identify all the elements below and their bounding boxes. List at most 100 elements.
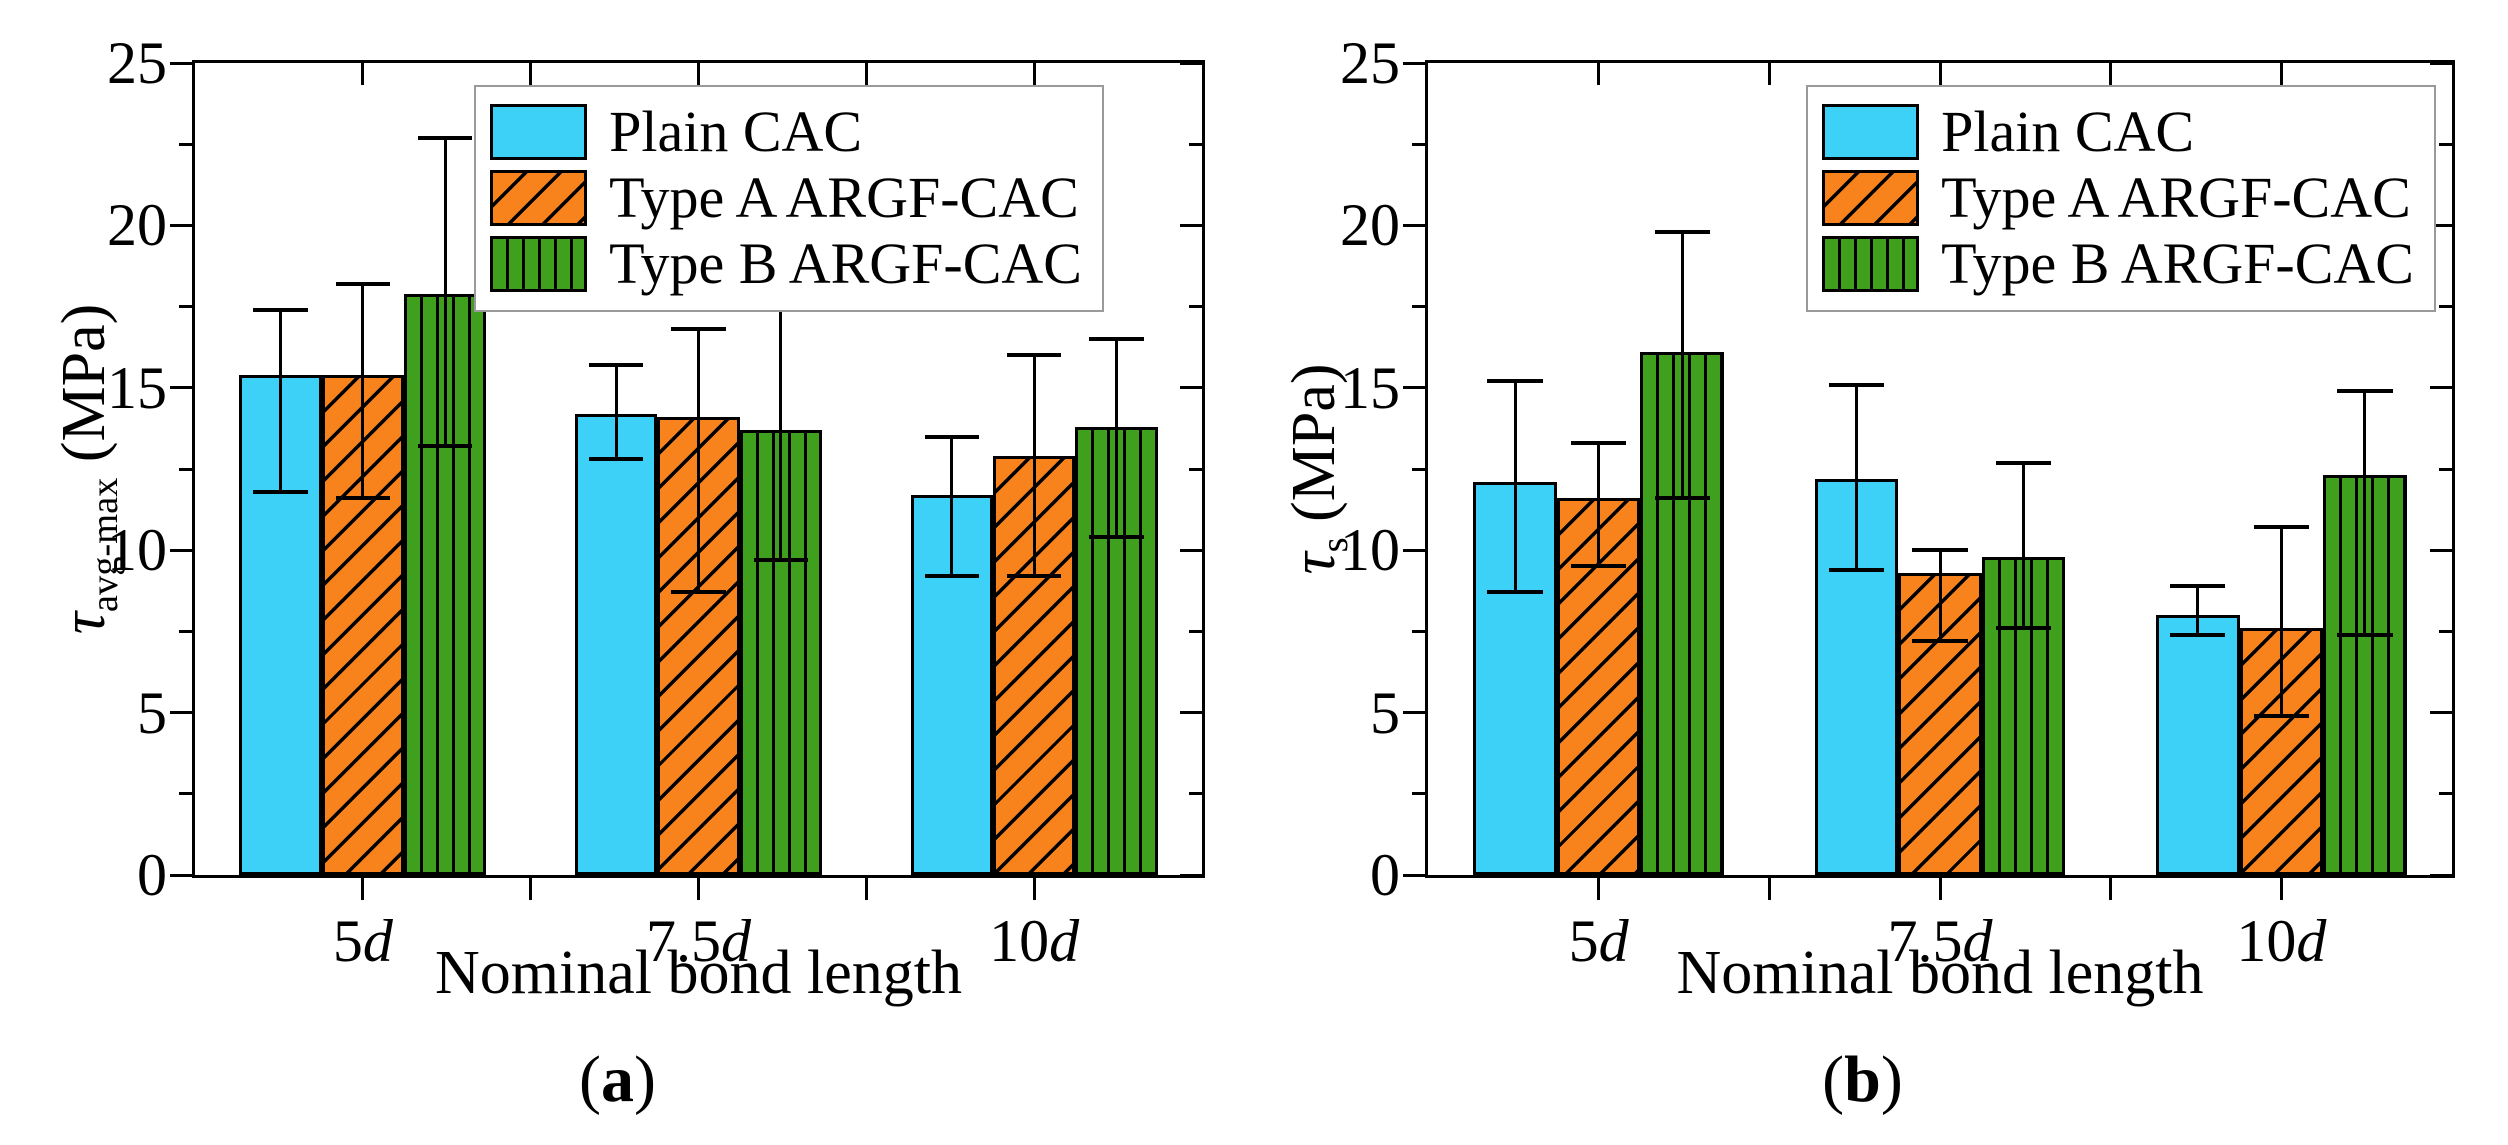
errorbar-type-b-argf-cac-10d-cap-top — [2337, 389, 2393, 394]
y-axis-tick-left-15 — [170, 386, 192, 390]
errorbar-type-b-argf-cac-5d-cap-bottom — [417, 444, 473, 449]
y-axis-tick-left-25 — [170, 61, 192, 65]
errorbar-type-b-argf-cac-10d-cap-top — [1089, 337, 1144, 342]
y-axis-tick-right-20 — [2430, 223, 2452, 227]
x-category-label-5d: 5d — [1568, 908, 1629, 974]
y-axis-tick-right-22.5 — [2439, 142, 2452, 146]
legend-label-type-a-argf-cac: Type A ARGF-CAC — [609, 164, 1079, 230]
errorbar-type-b-argf-cac-7-5d-cap-top — [1996, 460, 2052, 465]
x-tick-boundary-2-bottom — [864, 878, 868, 900]
bar-plain-cac-10d — [2155, 615, 2240, 875]
x-tick-7-5d-top — [697, 63, 700, 85]
errorbar-type-a-argf-cac-7-5d-cap-bottom — [1912, 639, 1968, 644]
errorbar-plain-cac-10d-cap-bottom — [924, 574, 980, 579]
y-axis-tick-right-5 — [1180, 711, 1202, 715]
y-axis-tick-left-12.5 — [1412, 467, 1425, 471]
y-axis-tick-right-7.5 — [2439, 629, 2452, 633]
y-axis-tick-left-5 — [1403, 711, 1425, 715]
x-tick-10d-bottom — [1032, 878, 1036, 900]
x-tick-7-5d-bottom — [697, 878, 700, 900]
y-tick-label-25: 25 — [1340, 30, 1400, 96]
errorbar-type-a-argf-cac-7-5d-cap-bottom — [671, 590, 726, 595]
errorbar-plain-cac-5d-cap-bottom — [1487, 590, 1543, 595]
errorbar-type-b-argf-cac-7-5d-line — [2022, 462, 2026, 629]
x-tick-10d-top — [2279, 63, 2283, 85]
x-tick-boundary-2-bottom — [2109, 878, 2113, 900]
y-axis-tick-right-12.5 — [2439, 467, 2452, 471]
y-axis-tick-left-15 — [1403, 386, 1425, 390]
y-axis-tick-left-22.5 — [1412, 142, 1425, 146]
legend-item-type-b-argf-cac: Type B ARGF-CAC — [1822, 233, 2414, 295]
x-axis-title-b: Nominal bond length — [1676, 939, 2204, 1007]
errorbar-type-a-argf-cac-10d-cap-bottom — [1007, 574, 1062, 579]
x-tick-7-5d-bottom — [1938, 878, 1942, 900]
x-tick-boundary-1-bottom — [1767, 878, 1771, 900]
legend-item-type-a-argf-cac: Type A ARGF-CAC — [1822, 167, 2414, 229]
y-axis-tick-left-12.5 — [179, 467, 192, 471]
y-axis-tick-left-7.5 — [179, 629, 192, 633]
y-axis-tick-left-10 — [1403, 548, 1425, 552]
y-axis-tick-right-2.5 — [2439, 792, 2452, 796]
errorbar-type-a-argf-cac-7-5d-cap-top — [671, 327, 726, 332]
errorbar-type-a-argf-cac-5d-cap-top — [1571, 441, 1627, 446]
errorbar-plain-cac-5d-cap-top — [253, 307, 308, 312]
y-tick-label-10: 10 — [1340, 517, 1400, 584]
x-category-label-10d: 10d — [989, 908, 1080, 974]
plot-area-a: Plain CAC Type A ARGF-CAC Type B ARGF-CA… — [107, 33, 1205, 971]
x-category-label-7-5d: 7.5d — [1887, 908, 1993, 974]
y-tick-label-0: 0 — [137, 842, 167, 908]
y-axis-tick-right-15 — [1180, 386, 1202, 390]
x-category-label-10d: 10d — [2236, 908, 2327, 974]
y-axis-tick-left-17.5 — [179, 305, 192, 309]
x-tick-boundary-2-top — [2109, 63, 2113, 85]
y-tick-label-0: 0 — [1370, 842, 1400, 908]
y-axis-tick-right-17.5 — [2439, 305, 2452, 309]
errorbar-type-a-argf-cac-10d-cap-bottom — [2253, 713, 2309, 718]
tau-symbol: τ — [49, 612, 118, 635]
y-axis-tick-right-25 — [2430, 61, 2452, 65]
errorbar-plain-cac-10d-cap-top — [2170, 583, 2226, 588]
y-axis-tick-right-10 — [2430, 548, 2452, 552]
y-axis-tick-right-12.5 — [1189, 467, 1202, 471]
y-axis-tick-left-25 — [1403, 61, 1425, 65]
x-tick-5d-top — [361, 63, 365, 85]
plot-area-b: Plain CAC Type A ARGF-CAC Type B ARGF-CA… — [1340, 33, 2455, 971]
errorbar-plain-cac-7-5d-line — [614, 365, 618, 460]
errorbar-plain-cac-10d-cap-bottom — [2170, 632, 2226, 637]
errorbar-plain-cac-5d-cap-top — [1487, 379, 1543, 384]
y-axis-tick-left-5 — [170, 711, 192, 715]
errorbar-plain-cac-5d-line — [279, 309, 283, 492]
errorbar-type-b-argf-cac-10d-line — [1114, 339, 1118, 538]
x-tick-5d-bottom — [361, 878, 365, 900]
x-axis-title-a: Nominal bond length — [435, 939, 962, 1007]
y-axis-tick-right-17.5 — [1189, 305, 1202, 309]
x-tick-5d-top — [1597, 63, 1601, 85]
errorbar-type-b-argf-cac-10d-cap-bottom — [2337, 632, 2393, 637]
errorbar-type-a-argf-cac-10d-line — [2279, 527, 2283, 716]
y-axis-tick-right-2.5 — [1189, 792, 1202, 796]
errorbar-plain-cac-7-5d-cap-top — [589, 363, 644, 368]
y-axis-tick-right-7.5 — [1189, 629, 1202, 633]
y-axis-tick-left-17.5 — [1412, 305, 1425, 309]
y-axis-tick-right-15 — [2430, 386, 2452, 390]
errorbar-type-b-argf-cac-5d-cap-top — [1654, 229, 1710, 234]
y-tick-label-15: 15 — [107, 354, 167, 421]
y-axis-tick-left-22.5 — [179, 142, 192, 146]
x-tick-7-5d-top — [1938, 63, 1942, 85]
y-axis-tick-left-0 — [170, 873, 192, 877]
subfigure-caption-a: (a) — [579, 1043, 656, 1116]
errorbar-type-b-argf-cac-7-5d-line — [779, 306, 783, 560]
errorbar-plain-cac-5d-cap-bottom — [253, 489, 308, 494]
legend-label-type-b-argf-cac: Type B ARGF-CAC — [609, 230, 1082, 296]
errorbar-plain-cac-7-5d-cap-top — [1828, 382, 1884, 387]
errorbar-type-a-argf-cac-5d-cap-top — [335, 281, 390, 286]
x-tick-10d-bottom — [2279, 878, 2283, 900]
errorbar-type-a-argf-cac-5d-cap-bottom — [335, 496, 390, 501]
x-tick-10d-top — [1032, 63, 1036, 85]
x-tick-boundary-1-top — [529, 63, 533, 85]
errorbar-plain-cac-7-5d-cap-bottom — [1828, 567, 1884, 572]
bar-plain-cac-5d — [239, 374, 322, 875]
errorbar-type-a-argf-cac-5d-cap-bottom — [1571, 564, 1627, 569]
errorbar-type-a-argf-cac-7-5d-line — [1938, 550, 1942, 642]
